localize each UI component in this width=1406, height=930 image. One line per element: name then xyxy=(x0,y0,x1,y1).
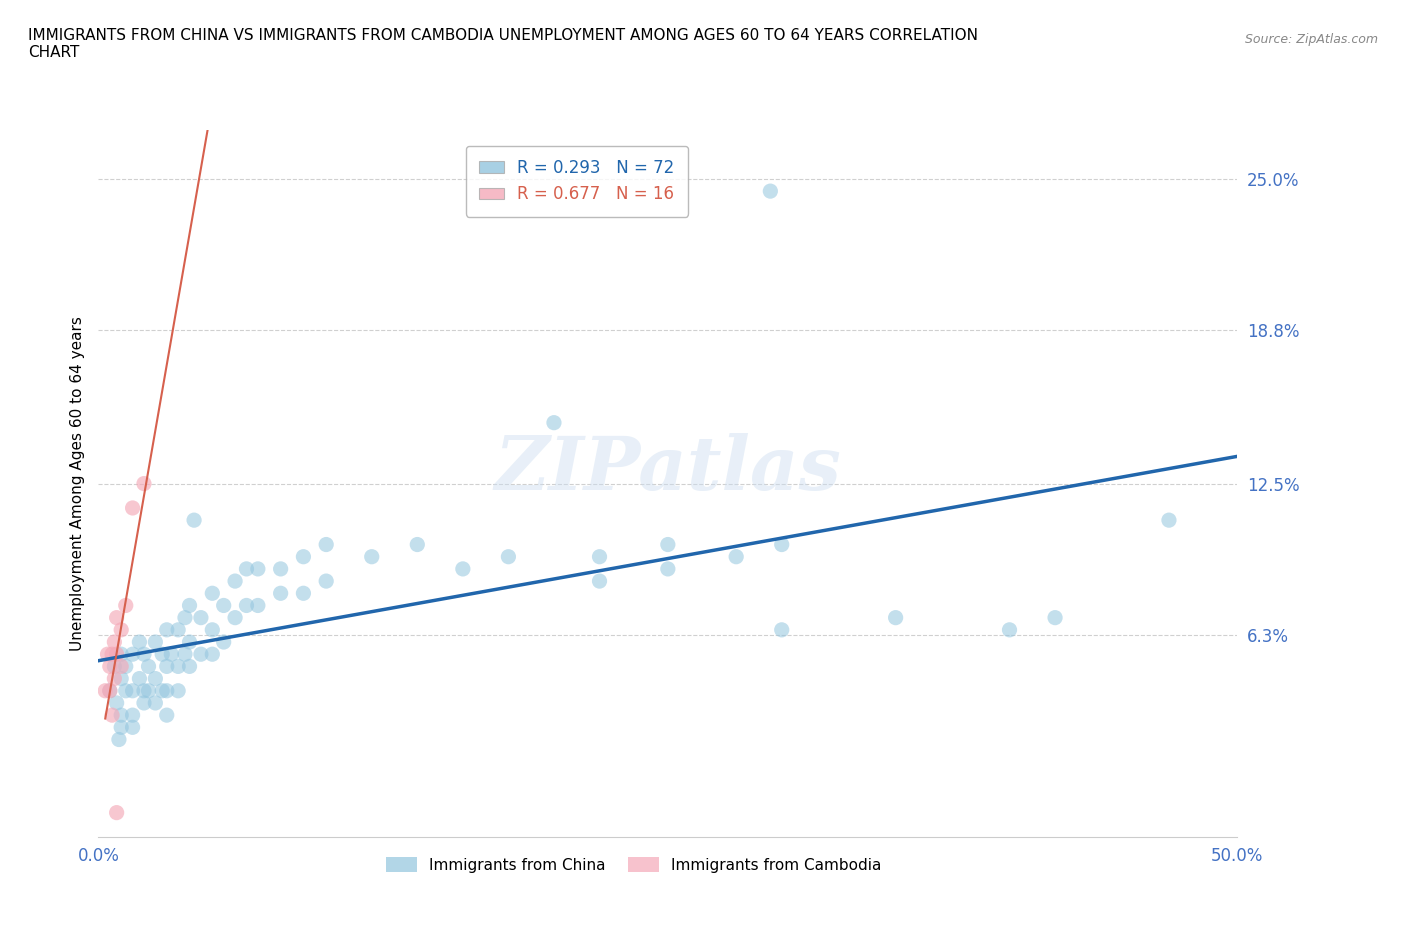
Point xyxy=(156,622,179,637)
Point xyxy=(183,512,205,527)
Point xyxy=(108,732,131,747)
Point xyxy=(224,574,246,589)
Point xyxy=(292,550,315,565)
Point xyxy=(201,646,224,661)
Point xyxy=(1043,610,1066,625)
Point xyxy=(543,415,565,430)
Point xyxy=(167,659,190,674)
Point xyxy=(138,659,160,674)
Point xyxy=(138,684,160,698)
Point xyxy=(174,646,197,661)
Point xyxy=(179,634,201,649)
Point xyxy=(105,805,128,820)
Point xyxy=(160,646,183,661)
Point xyxy=(156,659,179,674)
Point xyxy=(588,550,610,565)
Point xyxy=(212,598,235,613)
Point xyxy=(105,610,128,625)
Point xyxy=(224,610,246,625)
Y-axis label: Unemployment Among Ages 60 to 64 years: Unemployment Among Ages 60 to 64 years xyxy=(69,316,84,651)
Point xyxy=(114,598,136,613)
Point xyxy=(759,184,782,199)
Point xyxy=(128,634,150,649)
Point xyxy=(884,610,907,625)
Point xyxy=(121,646,143,661)
Point xyxy=(246,562,269,577)
Point xyxy=(94,684,117,698)
Point xyxy=(360,550,382,565)
Point xyxy=(315,538,337,552)
Legend: Immigrants from China, Immigrants from Cambodia: Immigrants from China, Immigrants from C… xyxy=(380,851,887,879)
Point xyxy=(110,671,132,686)
Point xyxy=(657,562,679,577)
Point xyxy=(96,646,118,661)
Point xyxy=(105,646,128,661)
Point xyxy=(132,696,155,711)
Point xyxy=(145,671,167,686)
Point xyxy=(588,574,610,589)
Point xyxy=(270,562,292,577)
Point xyxy=(406,538,429,552)
Point xyxy=(998,622,1021,637)
Point xyxy=(145,696,167,711)
Text: ZIPatlas: ZIPatlas xyxy=(495,433,841,506)
Point xyxy=(103,671,125,686)
Point xyxy=(292,586,315,601)
Point xyxy=(725,550,748,565)
Point xyxy=(179,598,201,613)
Point xyxy=(770,622,793,637)
Point xyxy=(770,538,793,552)
Point xyxy=(110,708,132,723)
Point xyxy=(201,622,224,637)
Point xyxy=(98,684,121,698)
Point xyxy=(150,684,173,698)
Point xyxy=(246,598,269,613)
Point xyxy=(167,684,190,698)
Point xyxy=(201,586,224,601)
Text: IMMIGRANTS FROM CHINA VS IMMIGRANTS FROM CAMBODIA UNEMPLOYMENT AMONG AGES 60 TO : IMMIGRANTS FROM CHINA VS IMMIGRANTS FROM… xyxy=(28,28,979,60)
Point xyxy=(114,684,136,698)
Point xyxy=(101,646,124,661)
Point xyxy=(132,476,155,491)
Point xyxy=(132,684,155,698)
Point xyxy=(235,562,257,577)
Point xyxy=(103,659,125,674)
Point xyxy=(270,586,292,601)
Point xyxy=(114,659,136,674)
Point xyxy=(121,708,143,723)
Point xyxy=(110,659,132,674)
Point xyxy=(105,696,128,711)
Point xyxy=(121,500,143,515)
Point xyxy=(156,708,179,723)
Point xyxy=(121,684,143,698)
Point xyxy=(190,610,212,625)
Point xyxy=(167,622,190,637)
Point xyxy=(315,574,337,589)
Point xyxy=(103,634,125,649)
Point xyxy=(156,684,179,698)
Point xyxy=(150,646,173,661)
Point xyxy=(1157,512,1180,527)
Point xyxy=(498,550,520,565)
Point xyxy=(101,708,124,723)
Point xyxy=(110,646,132,661)
Point xyxy=(110,622,132,637)
Point xyxy=(110,720,132,735)
Point xyxy=(98,659,121,674)
Point xyxy=(657,538,679,552)
Point xyxy=(451,562,474,577)
Point xyxy=(128,671,150,686)
Point xyxy=(212,634,235,649)
Point xyxy=(132,646,155,661)
Point xyxy=(179,659,201,674)
Point xyxy=(190,646,212,661)
Point xyxy=(145,634,167,649)
Point xyxy=(174,610,197,625)
Point xyxy=(121,720,143,735)
Text: Source: ZipAtlas.com: Source: ZipAtlas.com xyxy=(1244,33,1378,46)
Point xyxy=(235,598,257,613)
Point xyxy=(98,684,121,698)
